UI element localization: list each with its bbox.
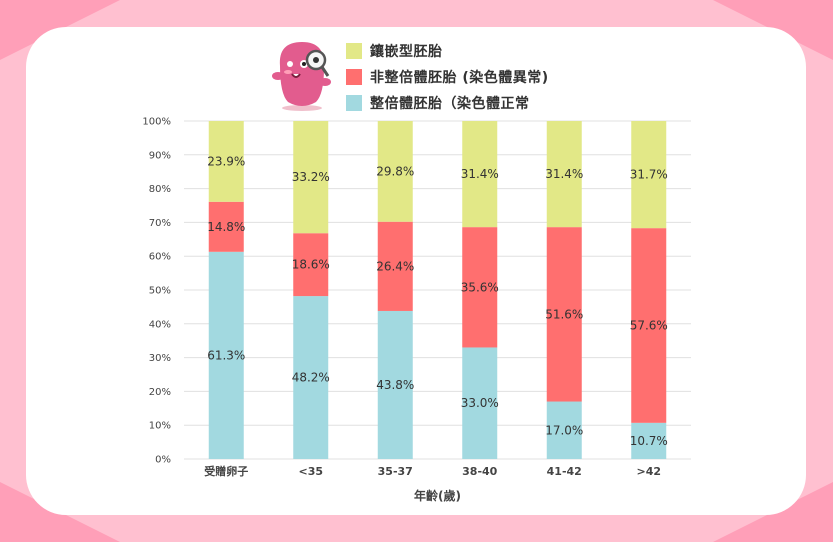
x-tick-label: 41-42 bbox=[547, 465, 582, 478]
legend-swatch-mosaic bbox=[346, 43, 362, 59]
x-axis-title: 年齡(歲) bbox=[414, 488, 461, 503]
y-tick-label: 20% bbox=[149, 387, 171, 398]
chart-card bbox=[26, 27, 806, 515]
x-tick-label: 38-40 bbox=[462, 465, 498, 478]
data-label: 17.0% bbox=[545, 423, 583, 437]
legend-swatch-euploid bbox=[346, 95, 362, 111]
legend-item-aneuploid: 非整倍體胚胎 (染色體異常) bbox=[346, 64, 549, 90]
data-label: 57.6% bbox=[630, 318, 668, 332]
data-label: 31.4% bbox=[545, 167, 583, 181]
legend-item-mosaic: 鑲嵌型胚胎 bbox=[346, 38, 549, 64]
bar-segment-mosaic bbox=[208, 121, 244, 202]
legend-swatch-aneuploid bbox=[346, 69, 362, 85]
legend-label-mosaic: 鑲嵌型胚胎 bbox=[370, 44, 443, 60]
bar-segment-euploid bbox=[208, 251, 244, 459]
bar-segment-aneuploid bbox=[546, 227, 582, 402]
bar-segment-mosaic bbox=[462, 121, 498, 228]
legend-item-euploid: 整倍體胚胎（染色體正常 bbox=[346, 90, 549, 116]
data-label: 26.4% bbox=[376, 259, 414, 273]
legend-label-aneuploid: 非整倍體胚胎 (染色體異常) bbox=[370, 70, 549, 86]
x-tick-label: >42 bbox=[636, 465, 661, 478]
bar-segment-euploid bbox=[631, 422, 667, 459]
y-tick-label: 30% bbox=[149, 353, 171, 364]
bar-segment-aneuploid bbox=[293, 233, 329, 297]
data-label: 61.3% bbox=[207, 348, 245, 362]
x-tick-label: 35-37 bbox=[378, 465, 413, 478]
y-tick-label: 10% bbox=[149, 421, 171, 432]
bar-segment-mosaic bbox=[293, 121, 329, 234]
x-tick-label: 受贈卵子 bbox=[204, 464, 248, 478]
y-tick-label: 70% bbox=[149, 218, 171, 229]
bar-segment-mosaic bbox=[546, 121, 582, 228]
bar-segment-euploid bbox=[462, 347, 498, 459]
y-tick-label: 100% bbox=[142, 117, 171, 128]
bar-segment-mosaic bbox=[377, 121, 413, 222]
data-label: 48.2% bbox=[292, 371, 330, 385]
y-tick-label: 50% bbox=[149, 286, 171, 297]
magnifier-mascot-icon bbox=[272, 42, 331, 111]
data-label: 31.7% bbox=[630, 168, 668, 182]
y-tick-label: 80% bbox=[149, 184, 171, 195]
data-label: 51.6% bbox=[545, 307, 583, 321]
data-label: 35.6% bbox=[461, 280, 499, 294]
bar-segment-aneuploid bbox=[631, 228, 667, 423]
bar-segment-euploid bbox=[377, 310, 413, 459]
bar-segment-aneuploid bbox=[208, 201, 244, 252]
bar-segment-aneuploid bbox=[462, 227, 498, 348]
data-label: 33.0% bbox=[461, 396, 499, 410]
bar-segment-euploid bbox=[293, 296, 329, 459]
y-tick-label: 90% bbox=[149, 150, 171, 161]
data-label: 33.2% bbox=[292, 170, 330, 184]
bar-segment-euploid bbox=[546, 401, 582, 459]
data-label: 31.4% bbox=[461, 167, 499, 181]
data-label: 29.8% bbox=[376, 164, 414, 178]
bar-segment-aneuploid bbox=[377, 221, 413, 311]
y-tick-label: 0% bbox=[155, 455, 171, 466]
legend-label-euploid: 整倍體胚胎（染色體正常 bbox=[370, 96, 530, 112]
chart-legend: 鑲嵌型胚胎 非整倍體胚胎 (染色體異常) 整倍體胚胎（染色體正常 bbox=[346, 38, 549, 116]
y-tick-label: 60% bbox=[149, 252, 171, 263]
y-tick-label: 40% bbox=[149, 319, 171, 330]
data-label: 18.6% bbox=[292, 258, 330, 272]
data-label: 10.7% bbox=[630, 434, 668, 448]
bar-segment-mosaic bbox=[631, 121, 667, 229]
data-label: 23.9% bbox=[207, 154, 245, 168]
data-label: 14.8% bbox=[207, 220, 245, 234]
data-label: 43.8% bbox=[376, 378, 414, 392]
x-tick-label: <35 bbox=[298, 465, 323, 478]
